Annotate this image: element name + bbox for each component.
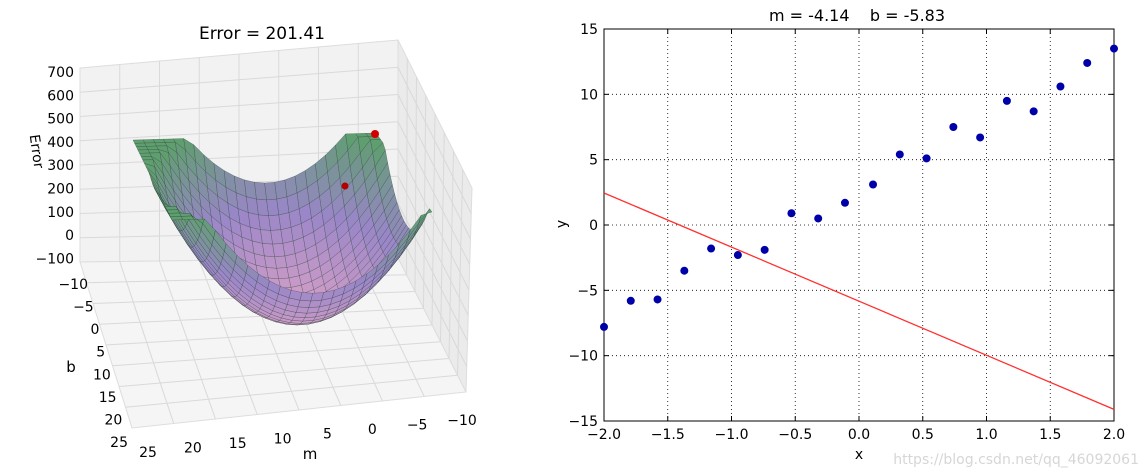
x-tick-label: 1.5	[1039, 427, 1061, 443]
b-tick-label: 15	[99, 390, 117, 406]
z-tick-label: 0	[65, 228, 74, 244]
data-points	[600, 44, 1118, 331]
z-axis-label: Error	[26, 133, 47, 169]
data-point	[814, 214, 823, 223]
x-tick-label: 0.5	[912, 427, 934, 443]
y-axis-ticks: 15 10 5 0 −5 −10 −15	[568, 22, 598, 430]
data-point	[707, 244, 716, 253]
x-tick-label: 1.0	[975, 427, 997, 443]
z-tick-label: 500	[47, 112, 74, 128]
m-tick-label: −10	[447, 413, 477, 429]
b-axis-label: b	[66, 358, 76, 376]
y-tick-label: 10	[580, 87, 598, 103]
fit-line	[603, 192, 1115, 410]
data-point	[895, 150, 904, 159]
m-tick-label: 0	[368, 422, 377, 438]
m-axis-ticks: 25 20 15 10 5 0 −5 −10	[139, 413, 477, 461]
data-point	[840, 198, 849, 207]
data-point	[653, 295, 662, 304]
z-tick-label: 600	[47, 88, 74, 104]
z-tick-label: −100	[36, 251, 74, 267]
regression-line	[603, 192, 1115, 410]
b-tick-label: 10	[93, 367, 111, 383]
b-tick-label: 5	[96, 345, 105, 361]
x-tick-label: 0.0	[848, 427, 870, 443]
data-point	[1110, 44, 1118, 53]
watermark: https://blog.csdn.net/qq_46092061	[893, 452, 1139, 468]
b-axis-ticks: −10 −5 0 5 10 15 20 25	[58, 277, 128, 451]
x-tick-label: −1.5	[651, 427, 685, 443]
m-tick-label: −5	[407, 418, 428, 434]
data-point	[733, 251, 742, 260]
data-point	[600, 322, 608, 331]
b-tick-label: 20	[104, 412, 122, 428]
x-tick-label: 2.0	[1103, 427, 1125, 443]
data-point	[869, 180, 878, 189]
scatter-grid	[603, 28, 1115, 422]
z-tick-label: 100	[47, 205, 74, 221]
b-tick-label: −5	[73, 300, 94, 316]
surface-title: Error = 201.41	[199, 24, 325, 44]
y-tick-label: −5	[577, 283, 598, 299]
data-point	[976, 133, 985, 142]
z-tick-label: 300	[47, 158, 74, 174]
y-tick-label: −15	[568, 414, 598, 430]
data-point	[760, 245, 769, 254]
regression-scatter-chart: m = -4.14 b = -5.83 −2.0 −1.5 −1.0 −0.5 0.0 0…	[554, 6, 1125, 463]
error-surface	[132, 132, 433, 326]
z-tick-label: 200	[47, 182, 74, 198]
m-axis-label: m	[303, 445, 318, 463]
z-tick-label: 400	[47, 135, 74, 151]
x-tick-label: −1.0	[715, 427, 749, 443]
y-tick-label: 0	[589, 218, 598, 234]
scatter-y-label: y	[554, 220, 570, 228]
b-tick-label: 25	[110, 435, 128, 451]
data-point	[922, 154, 931, 163]
data-point	[1029, 107, 1038, 116]
m-tick-label: 15	[229, 436, 247, 452]
data-point	[787, 209, 796, 218]
data-point	[626, 296, 635, 305]
b-tick-label: −10	[58, 277, 88, 293]
y-tick-label: −10	[568, 349, 598, 365]
y-tick-label: 15	[580, 22, 598, 38]
m-tick-label: 5	[323, 427, 332, 443]
m-tick-label: 10	[274, 431, 292, 447]
z-axis-ticks: 700 600 500 400 300 200 100 0 −100	[36, 65, 74, 267]
data-point	[1002, 96, 1011, 105]
start-marker	[371, 130, 379, 138]
data-point	[680, 266, 689, 275]
x-tick-label: −2.0	[587, 427, 621, 443]
z-tick-label: 700	[47, 65, 74, 81]
x-tick-label: −0.5	[778, 427, 812, 443]
error-surface-chart: Error = 201.41 7006005004003002001000−10…	[26, 24, 477, 463]
current-marker	[341, 182, 349, 190]
scatter-title: m = -4.14 b = -5.83	[769, 6, 945, 25]
data-point	[949, 123, 958, 131]
data-point	[1056, 82, 1065, 91]
scatter-x-label: x	[855, 447, 863, 463]
b-tick-label: 0	[91, 322, 100, 338]
data-point	[1083, 58, 1092, 67]
x-axis-ticks: −2.0 −1.5 −1.0 −0.5 0.0 0.5 1.0 1.5 2.0	[587, 427, 1125, 443]
m-tick-label: 25	[139, 445, 157, 461]
m-tick-label: 20	[184, 440, 202, 456]
y-tick-label: 5	[589, 153, 598, 169]
